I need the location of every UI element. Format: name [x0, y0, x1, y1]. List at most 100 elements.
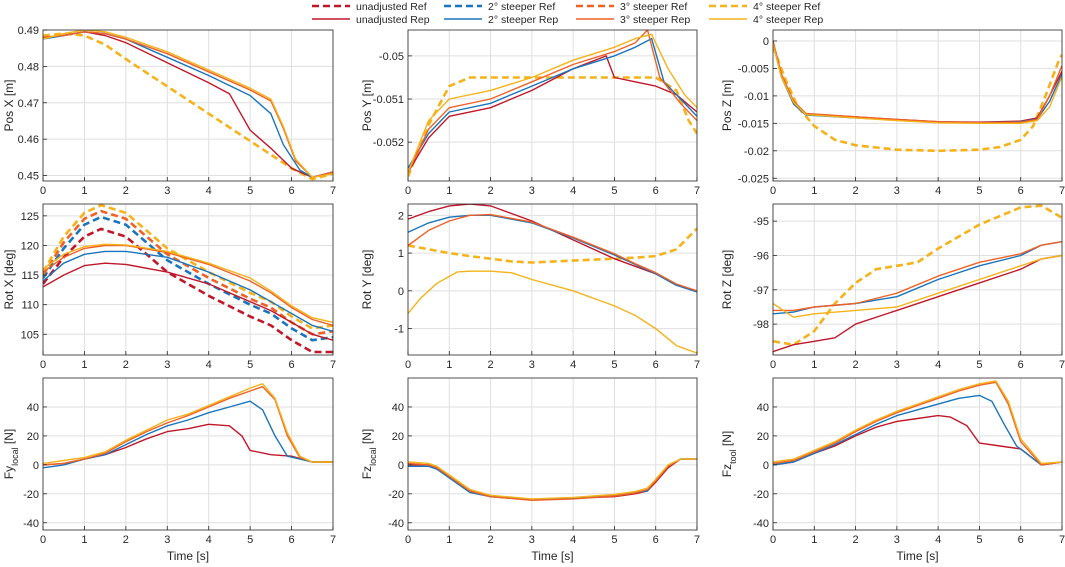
series-line-unadjusted-rep	[773, 254, 1062, 353]
x-tick-label: 7	[330, 359, 336, 371]
x-axis-label: Time [s]	[531, 549, 573, 563]
x-tick-label: 0	[405, 185, 411, 197]
x-tick-label: 4	[935, 359, 941, 371]
x-tick-label: 2	[853, 185, 859, 197]
axes-frame	[407, 29, 698, 182]
panel-rotx: 0 1 2 3 4 5 6 7 105 110 115 120 125 Rot X [deg]	[2, 203, 336, 371]
panel-rotz: 0 1 2 3 4 5 6 7 -98 -97 -96 -95 Rot Z [deg]	[720, 203, 1065, 371]
y-tick-label: 0	[33, 460, 39, 472]
axes-frame	[407, 203, 698, 356]
x-tick-label: 6	[289, 534, 295, 546]
x-tick-label: 6	[653, 359, 659, 371]
y-tick-label: 110	[21, 300, 39, 312]
axes-frame	[42, 29, 334, 182]
x-tick-label: 4	[570, 534, 576, 546]
legend-item: 4° steeper Ref	[709, 1, 820, 13]
series-line-4-steeper-ref	[773, 46, 1062, 153]
y-tick-label: 20	[757, 431, 769, 443]
y-axis-label: Pos X [m]	[2, 79, 16, 131]
x-tick-label: 4	[206, 185, 212, 197]
y-tick-label: -0.02	[744, 146, 769, 158]
series-line-3-steeper-rep	[773, 381, 1062, 466]
y-axis-label-unit: [N]	[720, 431, 734, 450]
series-line-4-steeper-rep	[773, 380, 1062, 465]
x-tick-label: 0	[770, 534, 776, 546]
x-tick-label: 4	[570, 359, 576, 371]
legend-item: 4° steeper Rep	[709, 14, 823, 26]
y-tick-label: 2	[398, 210, 404, 222]
y-tick-label: 0	[763, 36, 769, 48]
x-tick-label: 2	[488, 359, 494, 371]
plot-area	[773, 204, 1062, 355]
panel-posx: 0 1 2 3 4 5 6 7 0.45 0.46 0.47 0.48 0.49 Pos X [m]	[2, 25, 336, 197]
x-tick-label: 4	[570, 185, 576, 197]
series-line-2-steeper-rep	[773, 394, 1062, 466]
axes-frame	[772, 203, 1063, 356]
panel-fz: 0 1 2 3 4 5 6 7 -40 -20 0 20 40 Fzlocal [N] Time [s]	[360, 377, 700, 563]
axes-frame	[407, 377, 698, 531]
x-tick-label: 6	[1018, 534, 1024, 546]
y-tick-label: 105	[21, 329, 39, 341]
y-tick-label: -0.01	[744, 91, 769, 103]
axes-frame	[42, 203, 334, 356]
legend-label: unadjusted Rep	[356, 14, 430, 26]
series-line-3-steeper-rep	[773, 241, 1062, 312]
y-tick-label: 40	[27, 402, 39, 414]
x-tick-label: 0	[405, 359, 411, 371]
y-tick-label: -0.05	[379, 51, 404, 63]
series-line-3-steeper-rep	[408, 30, 697, 173]
x-tick-label: 2	[853, 359, 859, 371]
x-tick-label: 1	[81, 359, 87, 371]
x-tick-label: 5	[611, 534, 617, 546]
series-line-4-steeper-rep	[43, 383, 333, 465]
x-tick-label: 2	[123, 534, 129, 546]
x-tick-label: 0	[770, 359, 776, 371]
y-tick-label: -98	[753, 319, 769, 331]
axes-frame	[772, 377, 1063, 531]
y-axis-label-subscript: local	[10, 447, 20, 466]
legend-label: 4° steeper Rep	[753, 14, 823, 26]
plot-area	[408, 378, 697, 530]
x-tick-label: 1	[446, 359, 452, 371]
plot-area	[43, 30, 333, 181]
y-tick-label: -0.052	[373, 137, 404, 149]
panel-posz: 0 1 2 3 4 5 6 7 -0.025 -0.02 -0.015 -0.01 -0.005 0 Pos…	[720, 29, 1065, 197]
series-line-2-steeper-rep	[43, 250, 333, 332]
series-line-unadjusted-rep	[43, 262, 333, 341]
y-axis-label-main: Fy	[2, 466, 16, 479]
x-tick-label: 0	[40, 359, 46, 371]
plot-area	[773, 378, 1062, 530]
plot-area	[43, 378, 333, 530]
x-tick-label: 4	[206, 359, 212, 371]
x-tick-label: 3	[894, 359, 900, 371]
y-tick-label: -0.015	[738, 118, 769, 130]
series-line-4-steeper-rep	[773, 43, 1062, 124]
x-tick-label: 1	[811, 185, 817, 197]
x-tick-label: 0	[40, 185, 46, 197]
x-tick-label: 7	[1059, 534, 1065, 546]
plot-area	[408, 30, 697, 181]
y-tick-label: -96	[753, 250, 769, 262]
series-line-2-steeper-rep	[408, 214, 697, 293]
x-tick-label: 2	[123, 185, 129, 197]
x-tick-label: 1	[81, 185, 87, 197]
x-tick-label: 7	[694, 534, 700, 546]
y-axis-label-main: Fz	[360, 466, 374, 479]
x-axis-label: Time [s]	[896, 549, 938, 563]
y-axis-label-unit: [N]	[360, 429, 374, 448]
series-line-4-steeper-rep	[43, 243, 333, 324]
legend-item: unadjusted Rep	[312, 14, 430, 26]
x-tick-label: 3	[529, 534, 535, 546]
x-tick-label: 3	[529, 359, 535, 371]
y-tick-label: 0	[763, 460, 769, 472]
y-tick-label: 0.46	[18, 134, 39, 146]
plot-area	[408, 204, 697, 355]
axes-frame	[42, 377, 334, 531]
series-line-4-steeper-rep	[43, 30, 333, 179]
x-tick-label: 0	[40, 534, 46, 546]
x-tick-label: 7	[330, 534, 336, 546]
x-tick-label: 7	[694, 359, 700, 371]
series-line-4-steeper-rep	[773, 254, 1062, 318]
y-tick-label: 0.47	[18, 98, 39, 110]
legend-item: 2° steeper Ref	[444, 1, 555, 13]
